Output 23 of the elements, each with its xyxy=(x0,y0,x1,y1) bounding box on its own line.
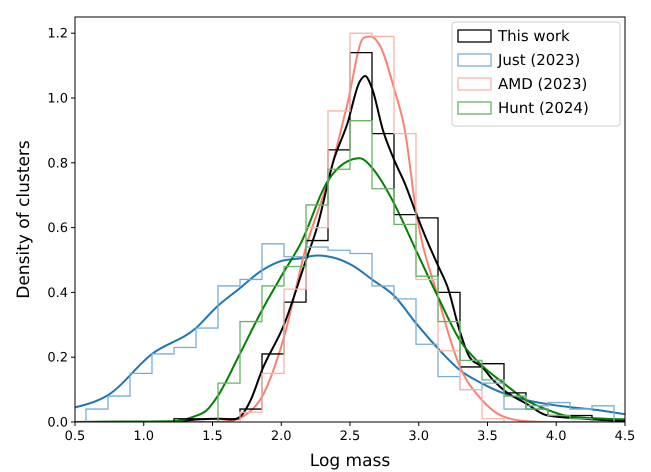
x-tick-label: 4.0 xyxy=(546,429,567,444)
x-tick-label: 0.5 xyxy=(64,429,86,444)
y-tick-label: 0.8 xyxy=(47,156,68,172)
x-tick-label: 3.0 xyxy=(408,429,430,444)
y-tick-label: 0.0 xyxy=(47,416,68,430)
y-tick-label: 1.0 xyxy=(47,92,68,106)
x-tick-label: 3.5 xyxy=(477,429,498,444)
x-tick-label: 2.0 xyxy=(270,429,292,444)
y-tick-label: 0.6 xyxy=(47,221,68,236)
x-tick-label: 2.5 xyxy=(340,429,360,444)
y-tick-label: 1.2 xyxy=(47,26,68,42)
x-tick-label: 1.5 xyxy=(202,429,223,444)
x-axis-title: Log mass xyxy=(310,451,390,471)
x-tick-label: 4.5 xyxy=(614,429,636,444)
y-axis-title: Density of clusters xyxy=(14,140,34,299)
legend-label: This work xyxy=(497,27,570,45)
y-tick-label: 0.2 xyxy=(47,350,68,366)
legend-label: AMD (2023) xyxy=(498,75,588,93)
x-tick-label: 1.0 xyxy=(133,429,154,444)
legend-label: Hunt (2024) xyxy=(498,99,589,117)
y-tick-label: 0.4 xyxy=(47,286,68,301)
legend-label: Just (2023) xyxy=(497,51,580,69)
line-series xyxy=(75,157,625,422)
